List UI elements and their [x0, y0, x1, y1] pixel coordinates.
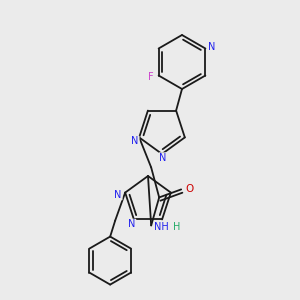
Text: NH: NH — [154, 222, 169, 233]
Text: N: N — [128, 219, 136, 230]
Text: N: N — [208, 41, 215, 52]
Text: N: N — [131, 136, 139, 146]
Text: O: O — [185, 184, 193, 194]
Text: F: F — [148, 73, 153, 82]
Text: N: N — [159, 153, 167, 163]
Text: N: N — [115, 190, 122, 200]
Text: H: H — [173, 222, 181, 233]
